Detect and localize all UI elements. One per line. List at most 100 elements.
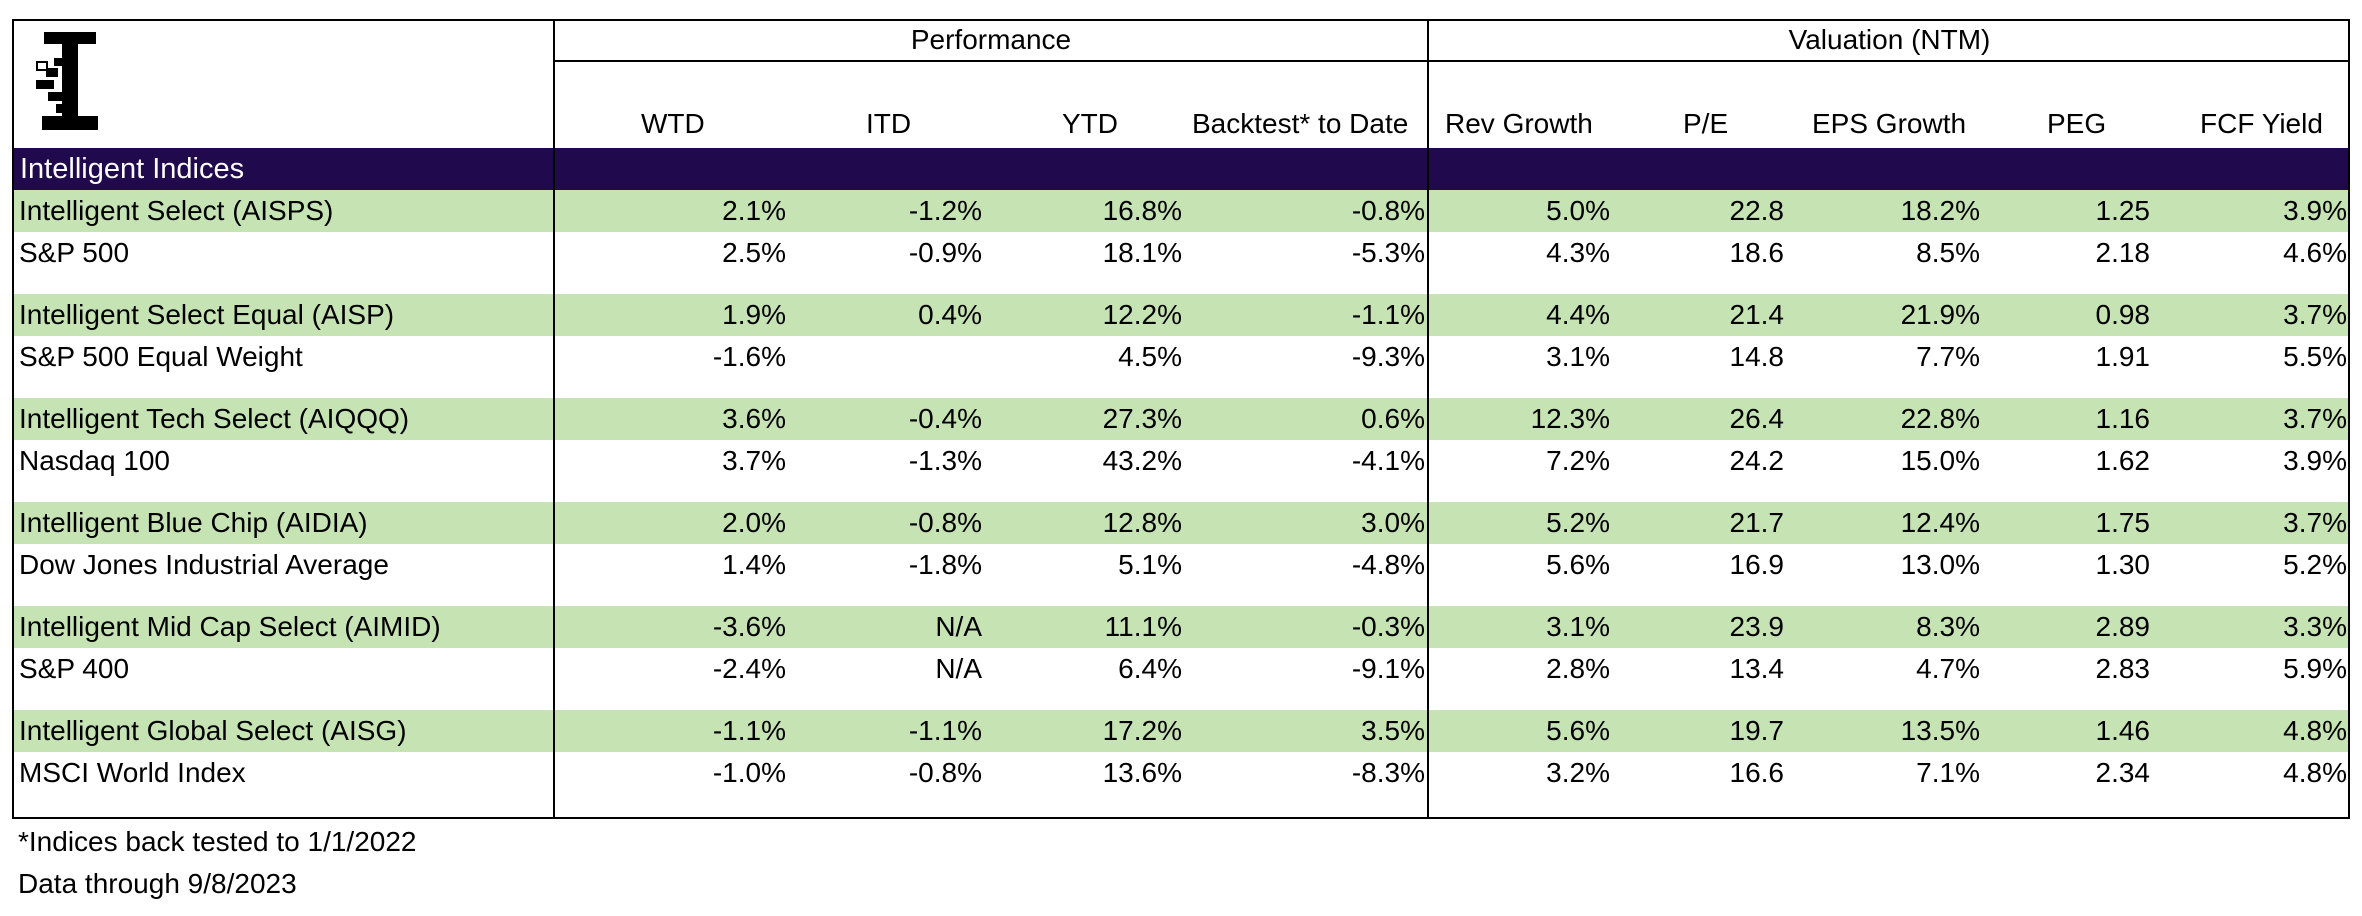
section-title: Intelligent Indices xyxy=(20,153,245,185)
table-row: Intelligent Global Select (AISG) -1.1% -1.… xyxy=(14,710,2348,752)
cell-pe: 21.7 xyxy=(1729,507,1785,538)
index-name: Intelligent Global Select (AISG) xyxy=(19,715,407,746)
footnote-backtest: *Indices back tested to 1/1/2022 xyxy=(18,826,417,857)
column-header-fcf-yield: FCF Yield xyxy=(2200,108,2323,139)
cell-peg: 0.98 xyxy=(2095,299,2151,330)
cell-backtest: -9.3% xyxy=(1351,341,1425,372)
cell-ytd: 12.2% xyxy=(1102,299,1182,330)
cell-rev-growth: 4.4% xyxy=(1546,299,1610,330)
benchmark-name: MSCI World Index xyxy=(19,757,246,788)
divider-name-column-overlay xyxy=(553,148,555,819)
cell-backtest: -1.1% xyxy=(1351,299,1425,330)
cell-rev-growth: 4.3% xyxy=(1546,237,1610,268)
cell-wtd: -2.4% xyxy=(712,653,786,684)
cell-rev-growth: 5.0% xyxy=(1546,195,1610,226)
cell-pe: 22.8 xyxy=(1729,195,1785,226)
benchmark-name: S&P 400 xyxy=(19,653,130,684)
cell-peg: 2.34 xyxy=(2095,757,2151,788)
benchmark-name: Nasdaq 100 xyxy=(19,445,171,476)
cell-peg: 1.62 xyxy=(2095,445,2151,476)
cell-peg: 1.25 xyxy=(2095,195,2151,226)
cell-rev-growth: 5.6% xyxy=(1546,715,1610,746)
cell-eps-growth: 22.8% xyxy=(1900,403,1980,434)
table-row: Intelligent Mid Cap Select (AIMID) -3.6% N… xyxy=(14,606,2348,648)
cell-itd: -1.1% xyxy=(908,715,982,746)
cell-backtest: -4.1% xyxy=(1351,445,1425,476)
cell-wtd: -3.6% xyxy=(712,611,786,642)
column-header-itd: ITD xyxy=(866,108,912,139)
cell-ytd: 6.4% xyxy=(1118,653,1182,684)
cell-wtd: -1.0% xyxy=(712,757,786,788)
cell-itd: -0.4% xyxy=(908,403,982,434)
table-row: Intelligent Select (AISPS) 2.1% -1.2% 16.8%… xyxy=(14,190,2348,232)
cell-peg: 1.75 xyxy=(2095,507,2151,538)
cell-ytd: 43.2% xyxy=(1102,445,1182,476)
cell-itd: 0.4% xyxy=(918,299,982,330)
column-header-backtest: Backtest* to Date xyxy=(1192,108,1409,139)
cell-wtd: -1.6% xyxy=(712,341,786,372)
cell-ytd: 18.1% xyxy=(1102,237,1182,268)
cell-backtest: 3.5% xyxy=(1361,715,1425,746)
cell-peg: 1.91 xyxy=(2095,341,2151,372)
column-header-eps-growth: EPS Growth xyxy=(1812,108,1967,139)
cell-eps-growth: 18.2% xyxy=(1900,195,1980,226)
table-row: S&P 400 -2.4% N/A 6.4% -9.1% 2.8% 13.4 4.7% 2.83… xyxy=(14,648,2348,690)
index-name: Intelligent Mid Cap Select (AIMID) xyxy=(19,611,441,642)
cell-peg: 1.46 xyxy=(2095,715,2151,746)
table-row: Dow Jones Industrial Average 1.4% -1.8% 5.1… xyxy=(14,544,2348,586)
column-header-wtd: WTD xyxy=(641,108,705,139)
cell-ytd: 4.5% xyxy=(1118,341,1182,372)
cell-peg: 2.83 xyxy=(2095,653,2151,684)
index-name: Intelligent Blue Chip (AIDIA) xyxy=(19,507,368,538)
cell-eps-growth: 15.0% xyxy=(1900,445,1980,476)
cell-eps-growth: 8.5% xyxy=(1916,237,1980,268)
benchmark-name: Dow Jones Industrial Average xyxy=(19,549,389,580)
cell-itd: -0.8% xyxy=(908,507,982,538)
cell-pe: 23.9 xyxy=(1729,611,1785,642)
cell-itd: N/A xyxy=(935,653,982,684)
table-row: MSCI World Index -1.0% -0.8% 13.6% -8.3% 3.2%… xyxy=(14,752,2348,794)
cell-itd: -0.8% xyxy=(908,757,982,788)
index-name: Intelligent Select (AISPS) xyxy=(19,195,334,226)
cell-eps-growth: 13.0% xyxy=(1900,549,1980,580)
cell-eps-growth: 8.3% xyxy=(1916,611,1980,642)
cell-backtest: -0.8% xyxy=(1351,195,1425,226)
cell-wtd: -1.1% xyxy=(712,715,786,746)
column-header-ytd: YTD xyxy=(1062,108,1118,139)
valuation-group-header: Valuation (NTM) xyxy=(1788,24,1991,55)
cell-itd: -0.9% xyxy=(908,237,982,268)
cell-pe: 16.9 xyxy=(1729,549,1785,580)
cell-backtest: -9.1% xyxy=(1351,653,1425,684)
cell-fcf-yield: 5.9% xyxy=(2283,653,2347,684)
brand-logo-icon xyxy=(36,32,98,130)
benchmark-name: S&P 500 Equal Weight xyxy=(19,341,303,372)
cell-backtest: -8.3% xyxy=(1351,757,1425,788)
cell-fcf-yield: 5.2% xyxy=(2283,549,2347,580)
cell-wtd: 2.1% xyxy=(722,195,786,226)
cell-ytd: 27.3% xyxy=(1102,403,1182,434)
cell-pe: 24.2 xyxy=(1729,445,1785,476)
cell-itd: -1.3% xyxy=(908,445,982,476)
column-header-pe: P/E xyxy=(1683,108,1729,139)
cell-fcf-yield: 3.7% xyxy=(2283,507,2347,538)
group-header-underline xyxy=(553,60,2350,62)
cell-fcf-yield: 3.9% xyxy=(2283,195,2347,226)
cell-pe: 19.7 xyxy=(1729,715,1785,746)
section-bar-intelligent-indices: Intelligent Indices xyxy=(14,148,2348,190)
cell-pe: 18.6 xyxy=(1729,237,1785,268)
cell-eps-growth: 13.5% xyxy=(1900,715,1980,746)
cell-wtd: 2.5% xyxy=(722,237,786,268)
cell-rev-growth: 7.2% xyxy=(1546,445,1610,476)
indices-table-frame xyxy=(12,19,2350,819)
cell-wtd: 1.4% xyxy=(722,549,786,580)
index-name: Intelligent Tech Select (AIQQQ) xyxy=(19,403,410,434)
cell-backtest: 0.6% xyxy=(1361,403,1425,434)
performance-group-header: Performance xyxy=(910,24,1072,55)
cell-pe: 14.8 xyxy=(1729,341,1785,372)
column-header-peg: PEG xyxy=(2047,108,2107,139)
table-row: Intelligent Blue Chip (AIDIA) 2.0% -0.8% 12… xyxy=(14,502,2348,544)
cell-eps-growth: 4.7% xyxy=(1916,653,1980,684)
cell-ytd: 12.8% xyxy=(1102,507,1182,538)
cell-fcf-yield: 4.8% xyxy=(2283,715,2347,746)
cell-fcf-yield: 4.8% xyxy=(2283,757,2347,788)
